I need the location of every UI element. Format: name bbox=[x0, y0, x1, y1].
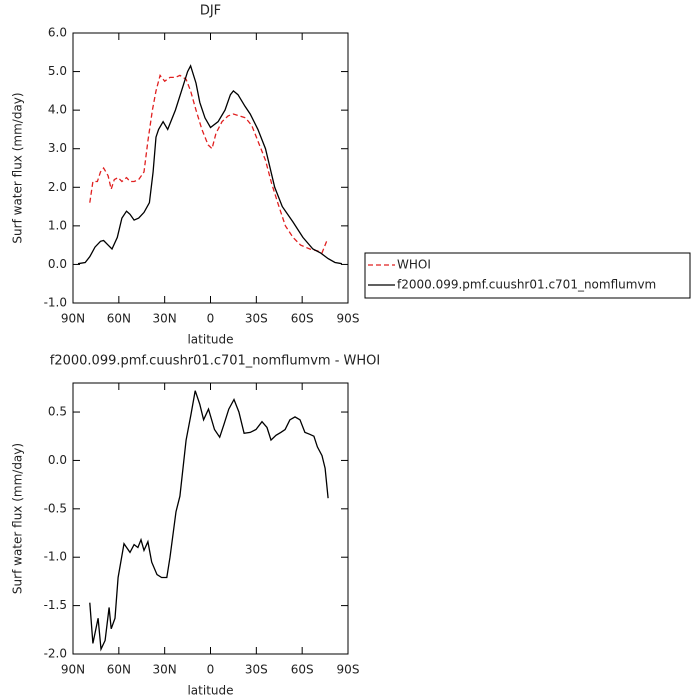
y-axis-label: Surf water flux (mm/day) bbox=[11, 443, 25, 594]
x-tick-label: 30S bbox=[245, 312, 268, 326]
y-tick-label: 0.0 bbox=[48, 453, 67, 467]
data-line bbox=[89, 390, 329, 652]
data-line bbox=[89, 73, 328, 254]
x-tick-label: 60N bbox=[107, 312, 131, 326]
y-tick-label: 4.0 bbox=[48, 103, 67, 117]
legend-box bbox=[364, 252, 691, 299]
y-tick-label: 3.0 bbox=[48, 141, 67, 155]
x-tick-label: 30N bbox=[153, 663, 177, 677]
y-tick-label: 1.0 bbox=[48, 218, 67, 232]
data-line bbox=[77, 64, 343, 265]
y-axis-label: Surf water flux (mm/day) bbox=[11, 92, 25, 243]
x-tick-label: 60N bbox=[107, 663, 131, 677]
x-tick-label: 0 bbox=[207, 312, 215, 326]
x-tick-label: 0 bbox=[207, 663, 215, 677]
legend-label: f2000.099.pmf.cuushr01.c701_nomflumvm bbox=[397, 278, 656, 292]
x-tick-label: 90N bbox=[61, 663, 85, 677]
y-tick-label: -1.0 bbox=[44, 550, 67, 564]
y-tick-label: 2.0 bbox=[48, 180, 67, 194]
x-tick-label: 60S bbox=[291, 312, 314, 326]
x-axis-label: latitude bbox=[187, 333, 233, 347]
y-tick-label: -2.0 bbox=[44, 647, 67, 661]
legend-label: WHOI bbox=[397, 258, 431, 272]
y-tick-label: 0.5 bbox=[48, 405, 67, 419]
x-tick-label: 90S bbox=[337, 312, 360, 326]
y-tick-label: -0.5 bbox=[44, 501, 67, 515]
y-tick-label: -1.0 bbox=[44, 296, 67, 310]
y-tick-label: 6.0 bbox=[48, 26, 67, 40]
x-axis-label: latitude bbox=[187, 684, 233, 698]
chart-title: f2000.099.pmf.cuushr01.c701_nomflumvm - … bbox=[50, 354, 381, 369]
chart-title: DJF bbox=[200, 4, 221, 19]
y-tick-label: 5.0 bbox=[48, 64, 67, 78]
x-tick-label: 30N bbox=[153, 312, 177, 326]
x-tick-label: 90S bbox=[337, 663, 360, 677]
x-tick-label: 30S bbox=[245, 663, 268, 677]
plot-frame bbox=[72, 32, 349, 304]
y-tick-label: -1.5 bbox=[44, 598, 67, 612]
x-tick-label: 90N bbox=[61, 312, 85, 326]
y-tick-label: 0.0 bbox=[48, 257, 67, 271]
x-tick-label: 60S bbox=[291, 663, 314, 677]
plot-frame bbox=[72, 382, 349, 655]
